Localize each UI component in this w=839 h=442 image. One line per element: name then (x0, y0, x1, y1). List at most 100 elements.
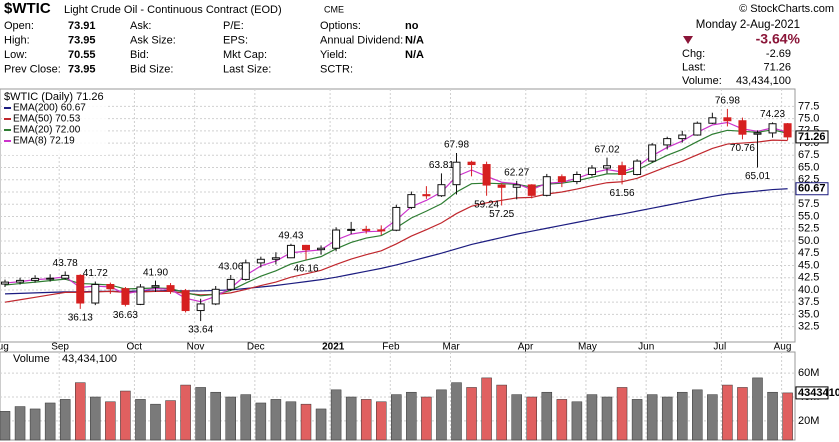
volume-bar (44, 402, 56, 441)
candle-body (497, 184, 506, 188)
volume-bar (466, 387, 477, 441)
candle-body (181, 290, 190, 312)
legend-label: EMA(50) 70.53 (13, 114, 81, 125)
field-label: Options: (320, 20, 361, 32)
ema-line (4, 188, 788, 295)
volume-bar (722, 384, 733, 441)
price-annotation: 36.63 (113, 310, 138, 321)
candle-body (422, 194, 431, 197)
x-tick-label: Mar (443, 342, 461, 353)
volume-bar (782, 392, 793, 441)
volume-bar (210, 391, 221, 441)
candle-body (482, 164, 491, 186)
price-annotation: 76.98 (715, 96, 740, 107)
volume-bar (631, 399, 643, 441)
candle-body (241, 262, 250, 280)
candle-body (572, 173, 581, 183)
candle-body (317, 247, 326, 251)
price-annotation: 74.23 (760, 109, 785, 120)
volume-bar (59, 399, 71, 441)
symbol: $WTIC (4, 0, 51, 17)
candle-body (151, 285, 160, 288)
field-value: 73.91 (68, 20, 96, 32)
field-value: 73.95 (68, 63, 96, 75)
candle-body (121, 288, 130, 305)
price-annotation: 67.02 (594, 144, 619, 155)
field-label: Annual Dividend: (320, 34, 403, 46)
y-tick-label: 50.0 (798, 235, 819, 247)
field-label: High: (4, 34, 30, 46)
candle-body (1, 281, 9, 285)
candle-body (332, 229, 341, 249)
volume-bar (616, 387, 628, 441)
field-label: Yield: (320, 49, 347, 61)
price-annotation: 63.81 (429, 160, 454, 171)
volume-bar (376, 401, 387, 441)
volume-bar (14, 406, 26, 441)
volume-bar (300, 403, 312, 441)
volume-bar (661, 396, 673, 441)
field-label: Last: (682, 61, 706, 73)
field-value: 73.95 (68, 34, 96, 46)
price-annotation: 43.78 (53, 258, 78, 269)
copyright: © StockCharts.com (739, 3, 834, 15)
candle-body (196, 303, 205, 312)
quote-date: Monday 2-Aug-2021 (696, 19, 800, 31)
candle-body (347, 228, 356, 231)
exchange: CME (324, 4, 344, 14)
candle-body (648, 144, 657, 162)
y-tick-label: 37.5 (798, 296, 819, 308)
candle-body (452, 161, 461, 186)
volume-bar (105, 401, 116, 441)
price-annotation: 49.43 (278, 230, 303, 241)
x-tick-label: Jun (638, 342, 654, 353)
y-tick-label: 40.0 (798, 284, 819, 296)
volume-bar (255, 402, 267, 441)
volume-bar (526, 396, 537, 441)
field-label: Ask Size: (130, 34, 176, 46)
down-arrow (683, 36, 693, 44)
candle-body (633, 160, 642, 175)
field-value: -2.69 (766, 48, 791, 60)
volume-bar (436, 389, 447, 441)
candle-body (362, 228, 371, 231)
volume-bar (225, 396, 236, 441)
y-tick-label: 75.0 (798, 112, 819, 124)
candle-body (618, 165, 627, 175)
x-tick-label: Nov (187, 342, 205, 353)
price-annotation: 61.56 (610, 188, 635, 199)
candle-body (106, 284, 115, 290)
last-ema200-box (795, 182, 829, 196)
candle-body (783, 123, 792, 138)
volume-bar (391, 394, 402, 441)
legend-label: EMA(200) 60.67 (13, 103, 86, 114)
volume-bar (767, 391, 778, 441)
candle-body (271, 257, 280, 260)
volume-bar (165, 400, 176, 441)
field-value: 43,434,100 (736, 75, 791, 87)
candle-body (467, 161, 476, 166)
candle-body (678, 134, 687, 140)
last-price-box (795, 130, 829, 144)
volume-bar (421, 396, 432, 441)
last-ema200: 60.67 (798, 183, 826, 195)
candle-body (407, 194, 416, 208)
volume-bar (511, 394, 522, 441)
price-annotation: 59.24 (474, 199, 499, 210)
y-tick-label: 35.0 (798, 308, 819, 320)
x-tick-label: Apr (518, 342, 534, 353)
volume-bar (360, 399, 372, 441)
y-tick-label: 42.5 (798, 272, 819, 284)
candle-body (587, 167, 596, 175)
volume-bar (315, 408, 327, 441)
price-annotation: 36.13 (68, 313, 93, 324)
field-label: EPS: (223, 34, 248, 46)
price-annotation: 57.25 (489, 209, 514, 220)
header: $WTIC Light Crude Oil - Continuous Contr… (4, 0, 834, 47)
candle-body (136, 286, 145, 305)
candle-body (256, 258, 265, 264)
field-label: Ask: (130, 20, 151, 32)
volume-bar (601, 396, 613, 441)
